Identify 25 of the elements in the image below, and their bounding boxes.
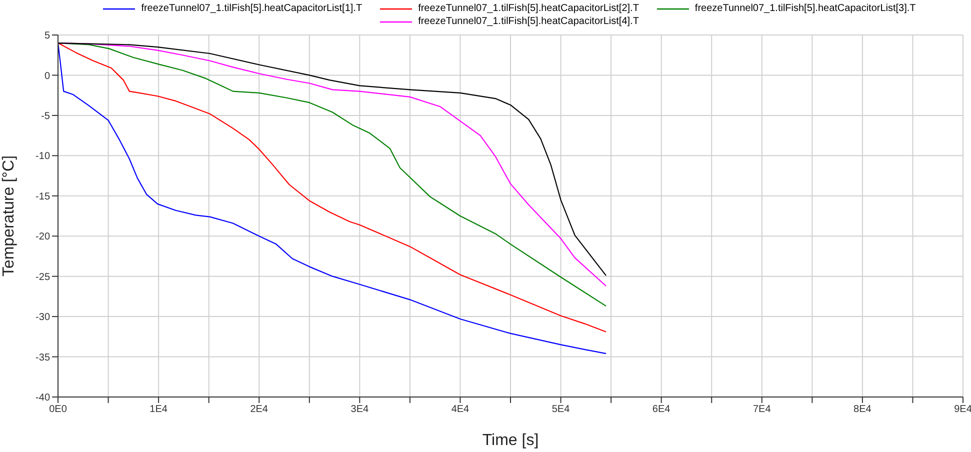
- y-tick-label: -25: [36, 272, 50, 283]
- y-tick-label: -10: [36, 151, 50, 162]
- legend-label: freezeTunnel07_1.tilFish[5].heatCapacitorList[2].T: [418, 3, 639, 14]
- y-tick-label: -40: [36, 392, 50, 404]
- legend-label: freezeTunnel07_1.tilFish[5].heatCapacitorList[3].T: [694, 3, 916, 14]
- y-tick-label: -35: [36, 352, 50, 364]
- y-tick-label: -20: [36, 232, 50, 243]
- x-tick-label: 8E4: [854, 404, 872, 416]
- y-axis-title: Temperature [°C]: [0, 155, 18, 277]
- y-tick-label: -5: [41, 110, 50, 122]
- x-tick-label: 6E4: [652, 404, 671, 416]
- x-tick-label: 5E4: [552, 404, 570, 416]
- x-tick-label: 4E4: [451, 404, 470, 416]
- x-tick-label: 2E4: [250, 404, 268, 416]
- y-tick-label: 5: [44, 30, 50, 42]
- x-tick-label: 3E4: [350, 404, 369, 416]
- y-tick-label: -15: [36, 191, 50, 202]
- x-tick-label: 7E4: [752, 404, 772, 416]
- legend-label: freezeTunnel07_1.tilFish[5].heatCapacitorList[1].T: [141, 3, 362, 14]
- y-tick-label: 0: [44, 70, 50, 82]
- x-axis-title: Time [s]: [482, 432, 539, 449]
- y-tick-label: -30: [36, 312, 50, 324]
- legend-label: freezeTunnel07_1.tilFish[5].heatCapacitorList[4].T: [418, 16, 639, 27]
- x-tick-label: 1E4: [150, 404, 168, 416]
- x-tick-label: 0E0: [49, 404, 68, 416]
